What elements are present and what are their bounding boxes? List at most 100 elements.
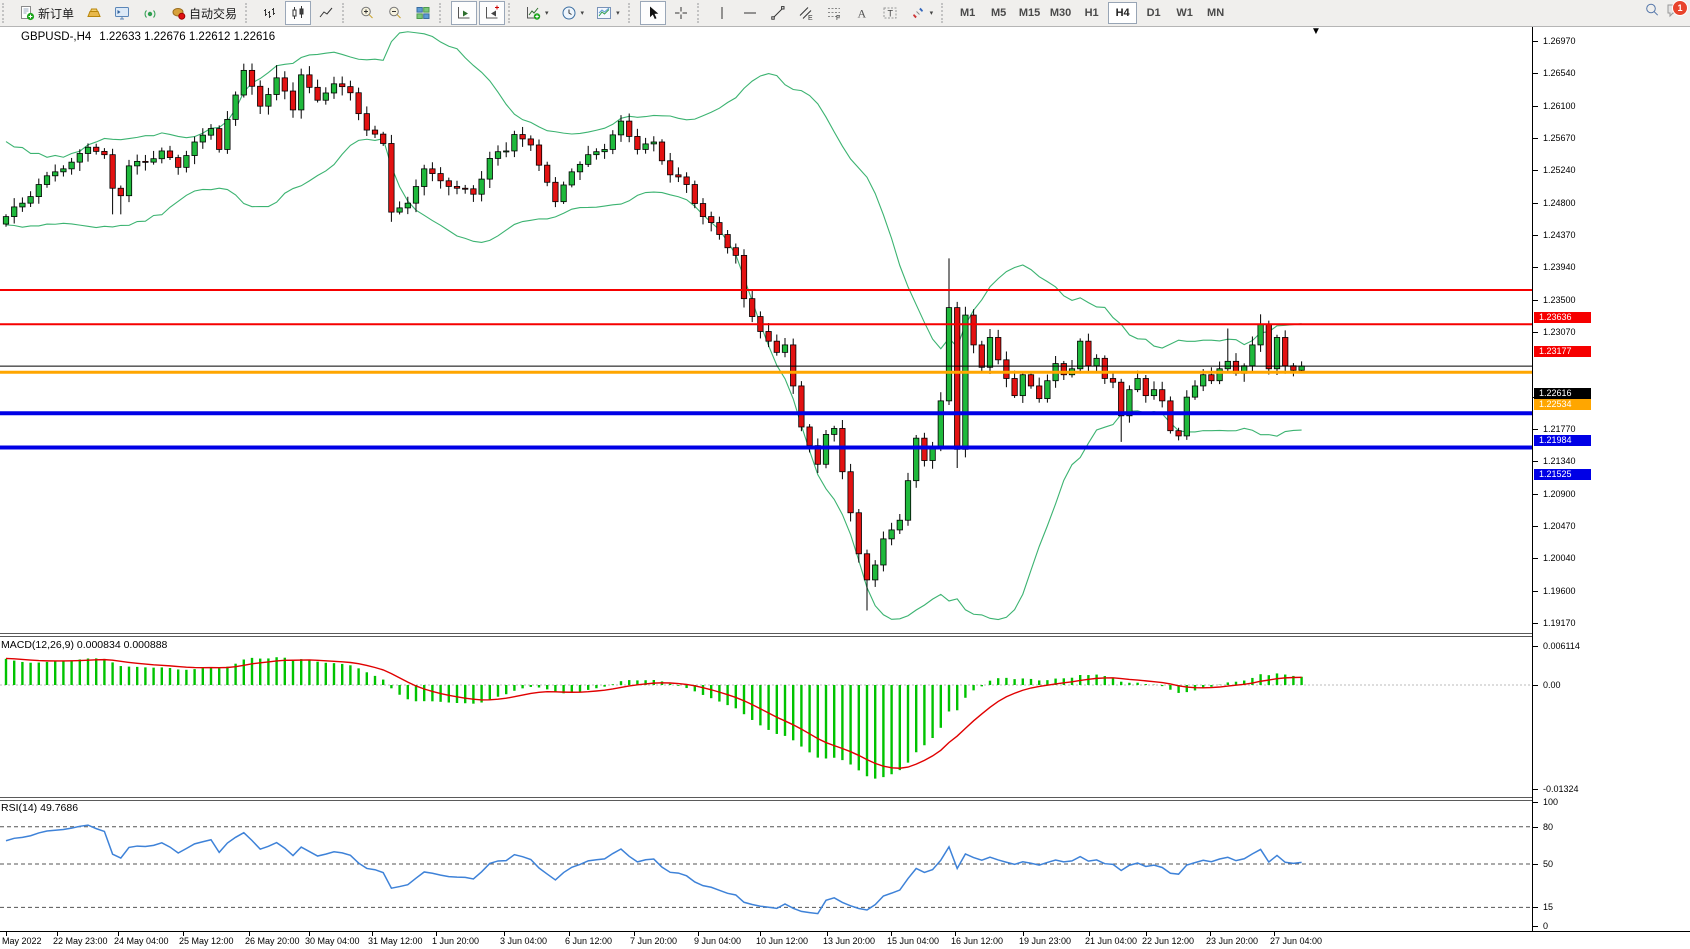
- text-label-button[interactable]: T: [877, 1, 903, 25]
- macd-values: 0.000834 0.000888: [76, 639, 168, 651]
- equidistant-channel-button[interactable]: E: [793, 1, 819, 25]
- zoom-out-button[interactable]: [382, 1, 408, 25]
- timeframe-d1-button[interactable]: D1: [1146, 7, 1161, 19]
- toolbar-grip[interactable]: [508, 3, 517, 23]
- cursor-icon: [649, 6, 658, 19]
- vertical-line-button[interactable]: [709, 1, 735, 25]
- macd-indicator-pane[interactable]: [0, 637, 1532, 797]
- terminal-button[interactable]: [109, 1, 135, 25]
- arrows-button[interactable]: ▾: [905, 1, 939, 25]
- horizontal-line-objects[interactable]: [0, 289, 1532, 450]
- crosshair-button[interactable]: [668, 1, 694, 25]
- timeframe-m1-button[interactable]: M1: [959, 7, 976, 19]
- rsi-axis-label: 0: [1543, 921, 1549, 931]
- zoom-in-button[interactable]: [354, 1, 380, 25]
- main-chart-pane[interactable]: [0, 27, 1532, 633]
- time-tick: [1210, 932, 1211, 936]
- new-order-label: 新订单: [38, 6, 75, 21]
- ohlc-values: 1.22633 1.22676 1.22612 1.22616: [99, 31, 276, 43]
- add-indicator-dropdown-icon[interactable]: ▾: [545, 10, 549, 17]
- timeframe-m15-button[interactable]: M15: [1018, 7, 1041, 19]
- line-chart-button[interactable]: [313, 1, 339, 25]
- chart-shift-button[interactable]: [479, 1, 506, 25]
- timeframe-m30-button[interactable]: M30: [1049, 7, 1072, 19]
- time-axis-label: 23 Jun 20:00: [1206, 936, 1259, 946]
- text-label-icon: T: [883, 7, 897, 19]
- add-indicator-icon: [527, 7, 541, 20]
- arrows-dropdown-icon[interactable]: ▾: [929, 10, 934, 17]
- terminal-icon: [115, 7, 130, 20]
- rsi-name: RSI(14): [1, 802, 38, 814]
- main-toolbar: 新订单 自动交易 ▾ ▾ ▾ E F A T ▾ M1 M5 M15 M30 H1 H4 D1 W1 MN 1: [0, 0, 1690, 27]
- search-icon[interactable]: [1644, 2, 1660, 18]
- time-axis-label: 10 Jun 12:00: [756, 936, 809, 946]
- time-axis-label: 24 May 04:00: [114, 936, 169, 946]
- bar-chart-button[interactable]: [257, 1, 283, 25]
- macd-axis-label: 0.006114: [1543, 641, 1580, 651]
- tile-windows-button[interactable]: [410, 1, 436, 25]
- toolbar-grip[interactable]: [2, 3, 11, 23]
- time-tick: [827, 932, 828, 936]
- toolbar-grip[interactable]: [245, 3, 254, 23]
- add-indicator-button[interactable]: ▾: [520, 1, 554, 25]
- cursor-button[interactable]: [639, 1, 666, 25]
- periods-dropdown-icon[interactable]: ▾: [580, 10, 585, 17]
- rsi-indicator-pane[interactable]: [0, 801, 1532, 931]
- new-order-button[interactable]: 新订单: [14, 1, 79, 25]
- pane-splitter-macd[interactable]: [0, 633, 1532, 637]
- time-axis-label: 13 Jun 20:00: [823, 936, 876, 946]
- price-axis-label: 1.23940: [1543, 262, 1576, 273]
- axis-tick: [1533, 300, 1538, 302]
- time-tick: [57, 932, 58, 936]
- svg-text:A: A: [857, 7, 866, 21]
- auto-trading-button[interactable]: 自动交易: [165, 1, 242, 25]
- time-tick: [183, 932, 184, 936]
- price-axis-label: 1.23070: [1543, 327, 1576, 338]
- axis-tick: [1533, 623, 1538, 625]
- timeframe-h4-button[interactable]: H4: [1108, 2, 1138, 24]
- trendline-button[interactable]: [765, 1, 791, 25]
- templates-button[interactable]: ▾: [591, 1, 625, 25]
- signal-button[interactable]: [137, 1, 163, 25]
- svg-text:E: E: [808, 15, 813, 21]
- toolbar-grip[interactable]: [696, 3, 706, 23]
- timeframe-w1-button[interactable]: W1: [1176, 7, 1193, 19]
- toolbar-grip[interactable]: [342, 3, 351, 23]
- bar-chart-icon: [264, 8, 276, 18]
- price-tag-1.23636: 1.23636: [1534, 311, 1591, 323]
- fibonacci-button[interactable]: F: [821, 1, 847, 25]
- chat-button[interactable]: 1: [1666, 0, 1688, 18]
- time-axis[interactable]: May 2022 22 May 23:00 24 May 04:00 25 May 1…: [0, 931, 1690, 949]
- macd-histogram: [4, 657, 1303, 779]
- candlestick-chart-button[interactable]: [285, 1, 312, 25]
- toolbar-grip[interactable]: [941, 3, 950, 23]
- pane-splitter-rsi[interactable]: [0, 797, 1532, 801]
- timeframe-h1-button[interactable]: H1: [1084, 7, 1099, 19]
- periods-button[interactable]: ▾: [556, 1, 590, 25]
- macd-axis-label: 0.00: [1543, 680, 1561, 690]
- price-axis[interactable]: 1.26970 1.26540 1.26100 1.25670 1.25240 1.248…: [1532, 27, 1690, 931]
- horizontal-line-button[interactable]: [737, 1, 763, 25]
- gold-button[interactable]: [81, 1, 107, 25]
- chart-shift-marker[interactable]: ▼: [1311, 26, 1321, 37]
- price-axis-label: 1.21340: [1543, 456, 1576, 467]
- zoom-in-icon: [361, 6, 373, 19]
- gold-icon: [87, 8, 101, 17]
- templates-icon: [597, 7, 612, 19]
- text-button[interactable]: A: [849, 1, 875, 25]
- timeframe-m5-button[interactable]: M5: [990, 7, 1007, 19]
- time-axis-label: 9 Jun 04:00: [694, 936, 742, 946]
- timeframe-mn-button[interactable]: MN: [1207, 7, 1225, 19]
- time-tick: [118, 932, 119, 936]
- time-axis-label: 6 Jun 12:00: [565, 936, 613, 946]
- templates-dropdown-icon[interactable]: ▾: [616, 10, 620, 17]
- price-tag-1.21984: 1.21984: [1534, 434, 1591, 446]
- price-tag-1.22616: 1.22616: [1534, 387, 1591, 399]
- axis-tick: [1533, 558, 1538, 560]
- axis-tick: [1533, 170, 1538, 172]
- time-axis-label: 3 Jun 04:00: [500, 936, 548, 946]
- auto-scroll-button[interactable]: [451, 1, 478, 25]
- toolbar-grip[interactable]: [627, 3, 637, 23]
- toolbar-grip[interactable]: [439, 3, 448, 23]
- time-axis-label: 21 Jun 04:00: [1085, 936, 1138, 946]
